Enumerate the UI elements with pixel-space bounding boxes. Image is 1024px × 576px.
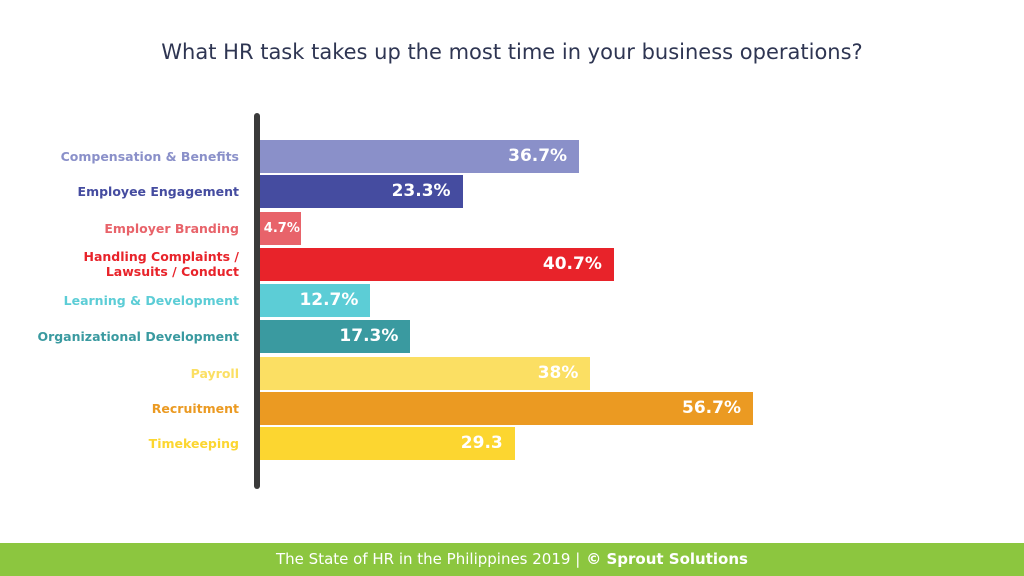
- data-label: 36.7%: [508, 145, 568, 166]
- data-label: 4.7%: [263, 220, 300, 236]
- data-label: 29.3: [460, 432, 503, 453]
- bar: 23.3%: [260, 174, 463, 208]
- category-label: Payroll: [190, 365, 239, 381]
- bar: 56.7%: [260, 391, 753, 425]
- bar: 12.7%: [260, 283, 371, 317]
- footer: The State of HR in the Philippines 2019 …: [0, 543, 1024, 576]
- category-label: Timekeeping: [148, 435, 239, 451]
- bar: 17.3%: [260, 319, 411, 353]
- data-label: 56.7%: [682, 397, 741, 418]
- category-label: Employee Engagement: [77, 183, 239, 199]
- axis-line: [254, 113, 260, 489]
- category-label: Employer Branding: [104, 220, 239, 236]
- category-label: Organizational Development: [37, 328, 239, 344]
- bar: 36.7%: [260, 139, 580, 173]
- footer-brand: © Sprout Solutions: [586, 550, 748, 568]
- data-label: 23.3%: [391, 180, 451, 201]
- bar: 38%: [260, 356, 591, 390]
- category-label: Handling Complaints / Lawsuits / Conduct: [83, 249, 239, 279]
- data-label: 38%: [537, 362, 579, 383]
- chart-title: What HR task takes up the most time in y…: [161, 40, 863, 64]
- bar: 4.7%: [260, 211, 301, 245]
- data-label: 12.7%: [299, 289, 359, 310]
- category-label: Recruitment: [151, 400, 239, 416]
- bar: 29.3: [260, 426, 515, 460]
- category-label: Compensation & Benefits: [60, 148, 239, 164]
- data-label: 17.3%: [339, 325, 399, 346]
- data-label: 40.7%: [542, 253, 602, 274]
- category-label: Learning & Development: [63, 292, 239, 308]
- footer-text: The State of HR in the Philippines 2019 …: [276, 550, 581, 568]
- bar: 40.7%: [260, 247, 614, 281]
